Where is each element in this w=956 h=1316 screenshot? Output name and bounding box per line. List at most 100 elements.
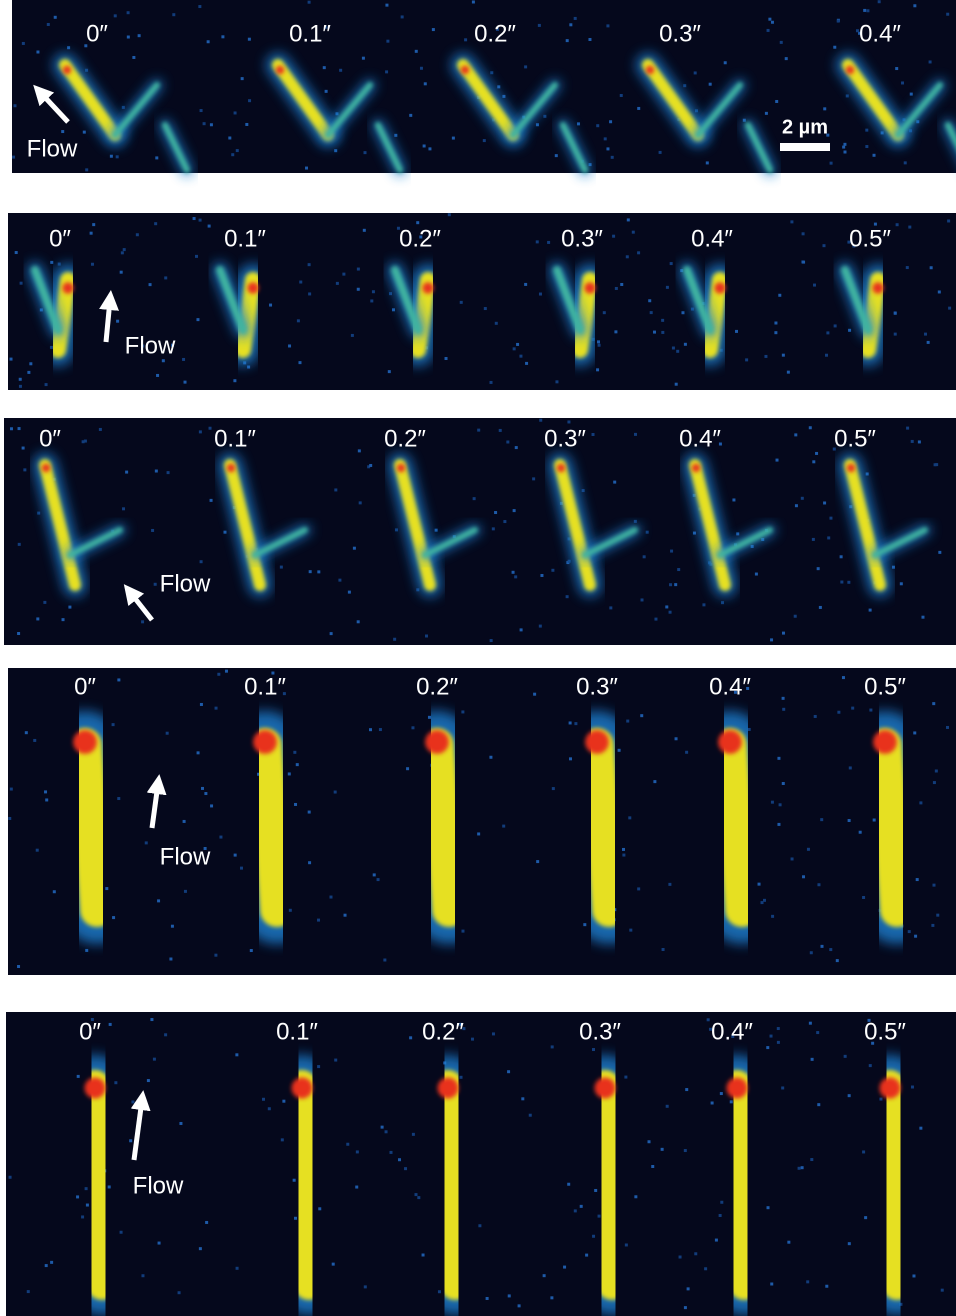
- noise-speck: [606, 147, 609, 150]
- noise-speck: [183, 820, 186, 823]
- noise-speck: [395, 528, 398, 531]
- noise-speck: [935, 463, 938, 466]
- noise-speck: [404, 1167, 407, 1170]
- noise-speck: [210, 804, 213, 807]
- filament-head: [62, 282, 73, 293]
- noise-speck: [199, 1247, 202, 1250]
- noise-speck: [247, 366, 250, 369]
- noise-speck: [268, 1107, 271, 1110]
- noise-speck: [199, 219, 202, 222]
- noise-speck: [68, 606, 71, 609]
- noise-speck: [869, 609, 872, 612]
- noise-speck: [829, 517, 832, 520]
- time-label: 0.3″: [561, 225, 603, 252]
- noise-speck: [865, 145, 868, 148]
- noise-speck: [67, 46, 70, 49]
- noise-speck: [423, 144, 426, 147]
- noise-speck: [248, 38, 251, 41]
- noise-speck: [627, 218, 630, 221]
- noise-speck: [755, 573, 758, 576]
- noise-speck: [637, 251, 640, 254]
- noise-speck: [787, 371, 790, 374]
- noise-speck: [27, 371, 30, 374]
- filament-head: [846, 66, 854, 74]
- noise-speck: [415, 50, 418, 53]
- noise-speck: [250, 949, 253, 952]
- noise-speck: [931, 924, 934, 927]
- noise-speck: [362, 57, 365, 60]
- noise-speck: [516, 343, 519, 346]
- noise-speck: [515, 446, 518, 449]
- noise-speck: [550, 1296, 553, 1299]
- time-label: 0.4″: [711, 1018, 753, 1045]
- noise-speck: [241, 77, 244, 80]
- noise-speck: [308, 861, 311, 864]
- noise-speck: [693, 532, 696, 535]
- noise-speck: [492, 1032, 495, 1035]
- noise-speck: [19, 378, 22, 381]
- noise-speck: [471, 1038, 474, 1041]
- noise-speck: [507, 1070, 510, 1073]
- noise-speck: [424, 82, 427, 85]
- noise-speck: [802, 232, 805, 235]
- noise-speck: [336, 282, 339, 285]
- filament: [737, 1085, 744, 1285]
- noise-speck: [136, 233, 139, 236]
- flow-label: Flow: [27, 135, 78, 162]
- noise-speck: [634, 433, 637, 436]
- filament-head: [880, 1078, 901, 1099]
- noise-speck: [569, 23, 572, 26]
- noise-speck: [359, 501, 362, 504]
- noise-speck: [543, 115, 546, 118]
- noise-speck: [385, 4, 388, 7]
- noise-speck: [637, 107, 640, 110]
- noise-speck: [827, 536, 830, 539]
- time-label: 0.3″: [576, 673, 618, 700]
- noise-speck: [50, 261, 53, 264]
- noise-speck: [346, 1143, 349, 1146]
- noise-speck: [659, 151, 662, 154]
- filament-head: [73, 730, 97, 754]
- noise-speck: [821, 945, 824, 948]
- filament-head: [872, 282, 883, 293]
- noise-speck: [200, 109, 203, 112]
- noise-speck: [215, 707, 218, 710]
- noise-speck: [812, 538, 815, 541]
- noise-speck: [524, 65, 527, 68]
- noise-speck: [829, 948, 832, 951]
- noise-speck: [334, 488, 337, 491]
- noise-speck: [779, 803, 782, 806]
- noise-speck: [626, 255, 629, 258]
- noise-speck: [566, 39, 569, 42]
- noise-speck: [512, 571, 515, 574]
- noise-speck: [10, 788, 13, 791]
- noise-speck: [929, 60, 932, 63]
- noise-speck: [297, 319, 300, 322]
- noise-speck: [791, 857, 794, 860]
- time-label: 0.1″: [289, 20, 331, 47]
- noise-speck: [200, 560, 203, 563]
- noise-speck: [217, 673, 220, 676]
- noise-speck: [114, 14, 117, 17]
- noise-speck: [813, 284, 816, 287]
- noise-speck: [288, 344, 291, 347]
- noise-speck: [609, 120, 612, 123]
- noise-speck: [670, 550, 673, 553]
- noise-speck: [551, 569, 554, 572]
- noise-speck: [814, 715, 817, 718]
- noise-speck: [200, 703, 203, 706]
- noise-speck: [648, 299, 651, 302]
- noise-speck: [665, 605, 668, 608]
- noise-speck: [615, 287, 618, 290]
- filament: [597, 745, 609, 910]
- noise-speck: [18, 543, 21, 546]
- noise-speck: [807, 848, 810, 851]
- noise-speck: [358, 449, 361, 452]
- filament-head: [714, 282, 725, 293]
- noise-speck: [669, 583, 672, 586]
- noise-speck: [490, 381, 493, 384]
- noise-speck: [777, 757, 780, 760]
- noise-speck: [483, 139, 486, 142]
- noise-speck: [892, 566, 895, 569]
- noise-speck: [815, 452, 818, 455]
